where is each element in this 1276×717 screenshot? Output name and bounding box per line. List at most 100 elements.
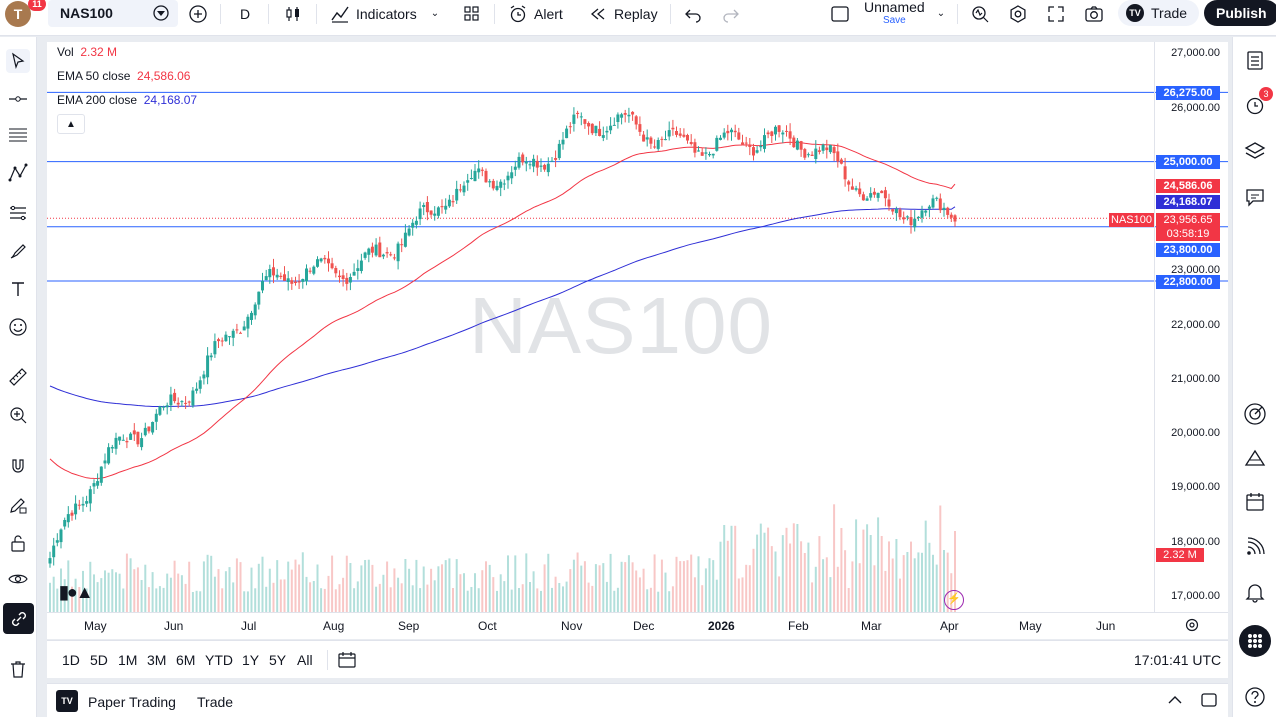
range-5y[interactable]: 5Y xyxy=(269,652,287,668)
sync-drawings-tool[interactable] xyxy=(3,603,34,634)
zoom-tool[interactable] xyxy=(6,403,30,427)
symbol-search[interactable]: NAS100 xyxy=(48,0,178,27)
news-stream-button[interactable] xyxy=(1242,534,1268,560)
volume-bar xyxy=(726,540,729,612)
paper-trading-tab[interactable]: Paper Trading xyxy=(88,694,176,710)
utc-clock[interactable]: 17:01:41 UTC xyxy=(1134,652,1222,668)
quick-search-button[interactable] xyxy=(970,0,990,27)
candle-body xyxy=(85,501,89,504)
candle-body xyxy=(206,355,210,378)
pattern-tool[interactable] xyxy=(6,161,30,185)
legend-ema200[interactable]: EMA 200 close 24,168.07 xyxy=(57,93,197,107)
layout-select[interactable]: Unnamed Save ⌄ xyxy=(830,0,945,27)
range-all[interactable]: All xyxy=(297,652,313,668)
hide-drawings-tool[interactable] xyxy=(6,567,30,591)
volume-bar xyxy=(627,555,630,612)
legend-ema50[interactable]: EMA 50 close 24,586.06 xyxy=(57,69,190,83)
range-6m[interactable]: 6M xyxy=(176,652,196,668)
interval-button[interactable]: D xyxy=(240,0,250,27)
object-tree-button[interactable] xyxy=(1242,138,1268,164)
replay-button[interactable]: Replay xyxy=(588,0,658,27)
trade-tab[interactable]: Trade xyxy=(197,694,234,710)
rewind-icon xyxy=(590,8,605,19)
cursor-tool[interactable] xyxy=(6,49,30,73)
trading-button[interactable] xyxy=(1242,401,1268,427)
axis-settings-button[interactable] xyxy=(1184,617,1200,638)
alerts-button[interactable]: 3 xyxy=(1242,87,1273,118)
volume-bar xyxy=(239,562,242,612)
notifications-button[interactable] xyxy=(1242,579,1268,605)
publish-button[interactable]: Publish xyxy=(1204,0,1276,26)
lock-drawings-tool[interactable] xyxy=(6,531,30,555)
chevron-up-icon[interactable] xyxy=(1165,690,1185,715)
undo-button[interactable] xyxy=(683,0,703,27)
right-sidebar: 3 xyxy=(1232,37,1276,717)
alert-button[interactable]: Alert xyxy=(508,0,563,27)
volume-bar xyxy=(763,532,766,612)
candle-body xyxy=(499,181,503,188)
volume-bar xyxy=(158,586,161,612)
time-axis[interactable] xyxy=(47,612,1228,639)
calendar-button[interactable] xyxy=(1242,489,1268,515)
volume-bar xyxy=(917,552,920,612)
redo-button[interactable] xyxy=(721,0,741,27)
candle-body xyxy=(554,158,558,160)
fib-tool[interactable] xyxy=(6,123,30,147)
remove-drawings-tool[interactable] xyxy=(6,657,30,681)
stay-in-drawing-tool[interactable] xyxy=(6,493,30,517)
layouts-button[interactable] xyxy=(462,0,482,27)
vol-value: 2.32 M xyxy=(80,45,118,59)
volume-bar xyxy=(246,591,249,612)
measure-tool[interactable] xyxy=(6,365,30,389)
chart-pane[interactable]: NAS100 Vol 2.32 M EMA 50 close 24,586.06… xyxy=(47,42,1228,639)
candle-body xyxy=(392,257,396,259)
range-1y[interactable]: 1Y xyxy=(242,652,260,668)
range-1d[interactable]: 1D xyxy=(62,652,80,668)
text-tool[interactable] xyxy=(6,277,30,301)
range-3m[interactable]: 3M xyxy=(147,652,167,668)
maximize-panel-icon[interactable] xyxy=(1199,690,1219,715)
range-5d[interactable]: 5D xyxy=(90,652,108,668)
add-symbol-button[interactable] xyxy=(188,0,208,27)
icon-tool[interactable] xyxy=(6,315,30,339)
brush-tool[interactable] xyxy=(6,239,30,263)
chart-type-button[interactable] xyxy=(283,0,303,27)
candle-body xyxy=(290,280,294,284)
watchlist-button[interactable] xyxy=(1242,47,1268,73)
candle-body xyxy=(708,154,711,156)
price-axis[interactable] xyxy=(1154,42,1228,612)
volume-bar xyxy=(921,552,923,612)
date-range-button[interactable] xyxy=(337,650,357,675)
candle-body xyxy=(649,137,653,144)
volume-bar xyxy=(118,573,121,612)
volume-bar xyxy=(844,550,847,612)
gear-icon xyxy=(1185,618,1199,632)
volume-bar xyxy=(353,588,356,612)
apps-button[interactable] xyxy=(1239,625,1271,657)
magnet-tool[interactable] xyxy=(6,455,30,479)
trend-line-tool[interactable] xyxy=(6,87,30,111)
candle-body xyxy=(949,214,953,218)
indicators-button[interactable]: Indicators ⌄ xyxy=(330,0,439,27)
help-button[interactable] xyxy=(1242,684,1268,710)
legend-volume[interactable]: Vol 2.32 M xyxy=(57,45,117,59)
price-chart[interactable] xyxy=(47,42,1228,639)
ideas-button[interactable] xyxy=(1242,445,1268,471)
chats-button[interactable] xyxy=(1242,184,1268,210)
range-1m[interactable]: 1M xyxy=(118,652,138,668)
user-avatar[interactable]: T 11 xyxy=(5,0,46,27)
snapshot-button[interactable] xyxy=(1084,0,1104,27)
fullscreen-button[interactable] xyxy=(1046,0,1066,27)
candle-body xyxy=(147,426,151,432)
volume-bar xyxy=(257,563,260,612)
range-ytd[interactable]: YTD xyxy=(205,652,233,668)
trade-button[interactable]: TV Trade xyxy=(1118,0,1200,26)
candle-body xyxy=(81,503,85,506)
forecasting-tool[interactable] xyxy=(6,201,30,225)
settings-button[interactable] xyxy=(1008,0,1028,27)
collapse-legend-button[interactable]: ▲ xyxy=(57,114,85,134)
volume-bar xyxy=(862,529,865,612)
volume-bar xyxy=(825,557,828,612)
lightning-icon[interactable]: ⚡ xyxy=(944,590,964,610)
candle-body xyxy=(770,131,774,136)
